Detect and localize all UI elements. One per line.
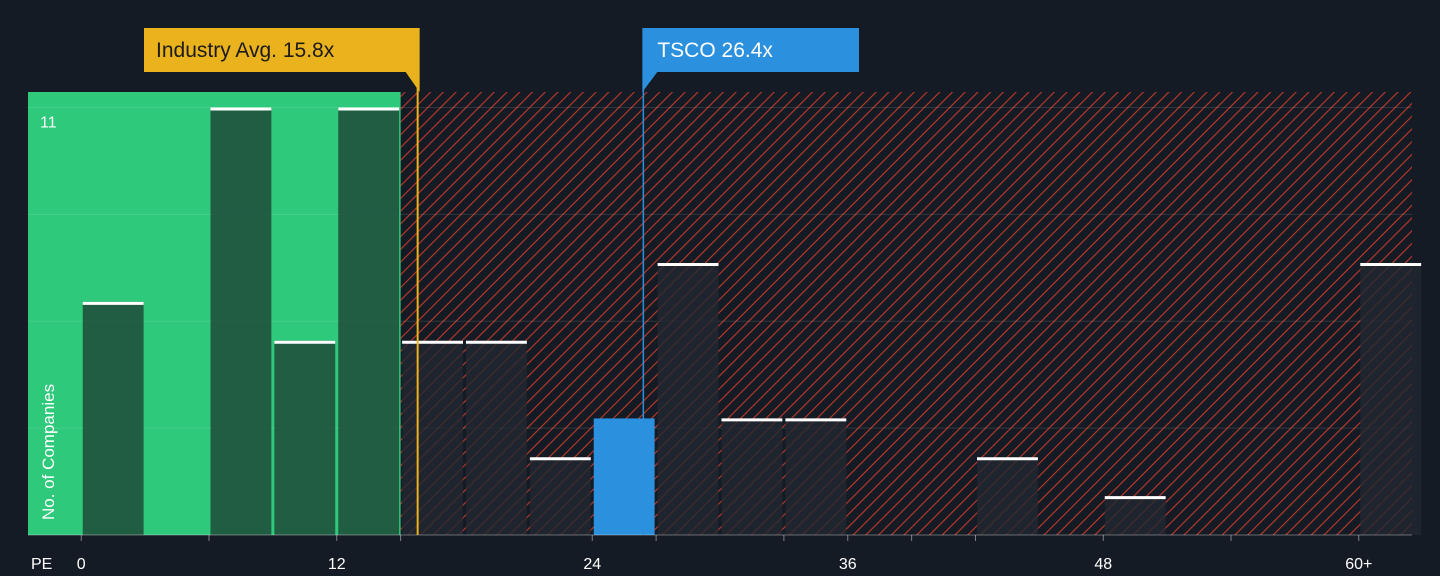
- histogram-bar: [657, 262, 719, 535]
- x-tick-label: 0: [77, 556, 86, 571]
- industry-avg-label-text: Industry Avg. 15.8x: [156, 39, 335, 62]
- company-pe-label-text: TSCO 26.4x: [657, 39, 773, 62]
- histogram-bars: [82, 107, 1422, 536]
- histogram-bar: [210, 107, 272, 536]
- industry-avg-label: [144, 28, 420, 92]
- x-axis-ticks: 0 12 24 36 48 60+: [77, 535, 1372, 573]
- x-tick-label: 48: [1094, 556, 1112, 571]
- histogram-bar: [338, 107, 400, 536]
- histogram-bar: [977, 457, 1038, 535]
- histogram-bar: [1360, 262, 1422, 535]
- histogram-bar: [1104, 496, 1166, 535]
- histogram-bar: [82, 301, 144, 535]
- x-tick-label: 36: [839, 556, 857, 571]
- histogram-bar: [465, 340, 527, 535]
- company-bar: [593, 418, 655, 535]
- histogram-bar: [529, 457, 591, 535]
- histogram-bar: [274, 340, 336, 535]
- x-tick-label: 60+: [1345, 556, 1372, 571]
- x-tick-label: 12: [328, 556, 346, 571]
- histogram-bar: [402, 340, 463, 535]
- histogram-bar: [721, 418, 783, 535]
- histogram-bar: [785, 418, 847, 535]
- company-pe-label: [642, 28, 859, 92]
- reference-markers: Industry Avg. 15.8x TSCO 26.4x: [144, 28, 859, 535]
- y-tick-label: 11: [40, 115, 57, 132]
- x-tick-label: 24: [583, 556, 601, 571]
- x-axis-title: PE: [31, 556, 52, 571]
- y-axis-title: No. of Companies: [39, 384, 58, 520]
